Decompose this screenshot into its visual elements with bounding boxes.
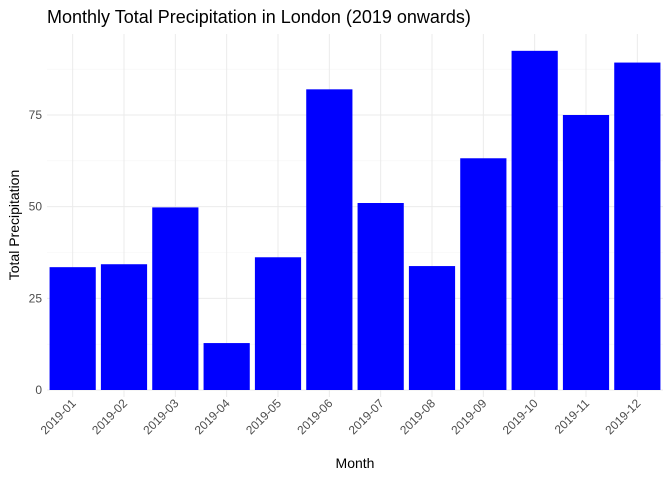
x-tick-label: 2019-07 — [346, 396, 387, 437]
bar-2019-02 — [100, 264, 148, 390]
bar-2019-11 — [562, 115, 610, 390]
y-tick-label: 50 — [29, 200, 43, 214]
x-tick-label: 2019-04 — [192, 396, 233, 437]
bar-2019-09 — [460, 158, 507, 390]
x-tick-label: 2019-09 — [448, 396, 489, 437]
y-tick-label: 0 — [35, 383, 42, 397]
y-tick-label: 25 — [29, 291, 43, 305]
y-tick-label: 75 — [29, 108, 43, 122]
x-tick-label: 2019-03 — [140, 396, 181, 437]
minor-gridlines — [47, 68, 663, 345]
bar-2019-08 — [408, 266, 456, 390]
x-tick-label: 2019-08 — [397, 396, 438, 437]
bar-2019-03 — [152, 207, 199, 390]
x-tick-label: 2019-10 — [500, 396, 541, 437]
bar-2019-06 — [306, 89, 353, 390]
x-tick-label: 2019-12 — [602, 396, 643, 437]
x-tick-label: 2019-01 — [38, 396, 79, 437]
x-axis-tick-labels: 2019-01 2019-02 2019-03 2019-04 2019-05 2019-… — [38, 396, 644, 437]
x-tick-label: 2019-02 — [89, 396, 130, 437]
x-tick-label: 2019-06 — [294, 396, 335, 437]
y-axis-title: Total Precipitation — [6, 170, 22, 281]
x-axis-title: Month — [336, 455, 375, 471]
x-tick-label: 2019-11 — [552, 396, 593, 437]
bar-2019-12 — [614, 62, 661, 391]
bar-2019-04 — [203, 343, 250, 390]
x-tick-label: 2019-05 — [243, 396, 284, 437]
bar-2019-07 — [357, 203, 404, 390]
bars — [49, 50, 661, 391]
chart-title: Monthly Total Precipitation in London (2… — [47, 7, 471, 27]
bar-2019-10 — [511, 50, 558, 390]
y-axis-tick-labels: 0 25 50 75 — [29, 108, 43, 397]
bar-2019-05 — [254, 257, 302, 390]
bar-2019-01 — [49, 267, 96, 390]
